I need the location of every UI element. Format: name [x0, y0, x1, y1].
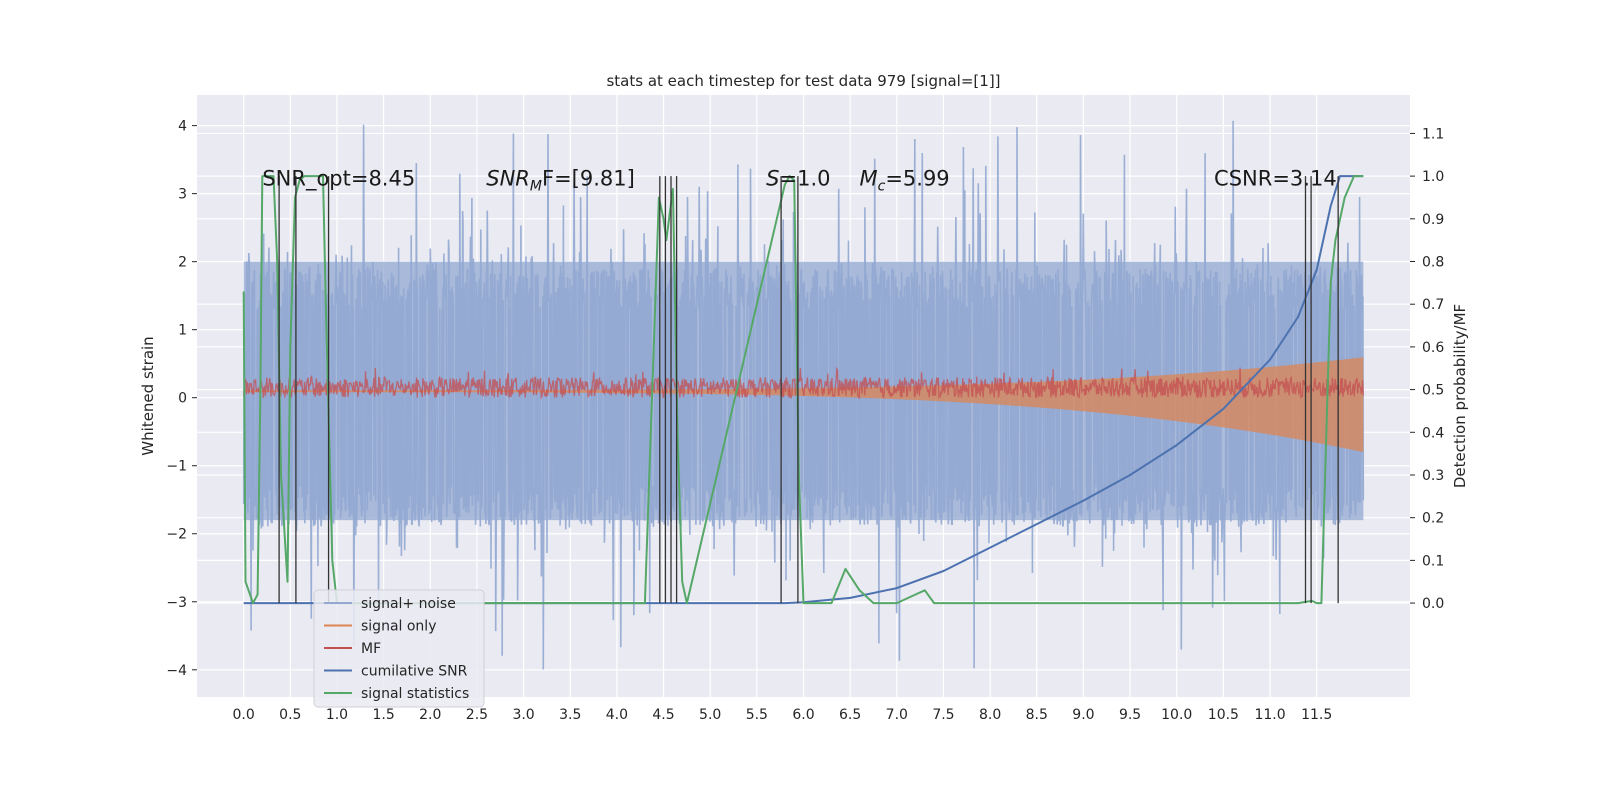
- x-tick-label: 0.0: [233, 707, 255, 723]
- series-mf: [243, 366, 1364, 400]
- series-signal-only: [243, 357, 1364, 453]
- x-tick-label: 1.5: [372, 707, 394, 723]
- annotation: Mc=5.99: [859, 166, 949, 194]
- y-tick-label: 1: [178, 323, 187, 339]
- y-tick-label: −3: [166, 595, 187, 611]
- x-tick-label: 5.0: [699, 707, 721, 723]
- x-tick-label: 2.0: [419, 707, 441, 723]
- y2-tick-label: 0.3: [1422, 468, 1444, 484]
- y-axis-label: Whitened strain: [139, 336, 157, 455]
- y2-tick-label: 0.2: [1422, 511, 1444, 527]
- series-signal-statistics: [242, 175, 1364, 605]
- y2-tick-label: 0.0: [1422, 596, 1444, 612]
- y2-axis: 0.0 0.1 0.2 0.3 0.4 0.5 0.6 0.7 0.8 0.9 1.0 1.1: [1410, 126, 1444, 612]
- legend-box: [313, 589, 485, 708]
- x-tick-label: 7.5: [932, 707, 954, 723]
- y-tick-label: −4: [166, 663, 187, 679]
- y2-tick-label: 0.9: [1422, 212, 1444, 228]
- legend-label: signal+ noise: [361, 596, 456, 612]
- series-markers: [278, 176, 1339, 604]
- x-tick-label: 8.0: [979, 707, 1001, 723]
- line-trace: [242, 175, 1364, 605]
- plot-content: [242, 120, 1365, 670]
- x-tick-label: 9.5: [1119, 707, 1141, 723]
- legend-label: signal only: [361, 619, 436, 635]
- annotations: SNR_opt=8.45 SNRMF=[9.81] S=1.0 Mc=5.99 CSNR…: [262, 166, 1336, 194]
- series-layer: [242, 120, 1365, 670]
- mf-trace: [243, 366, 1364, 400]
- y-tick-label: 3: [178, 187, 187, 203]
- x-tick-label: 2.5: [466, 707, 488, 723]
- legend-label: cumilative SNR: [361, 664, 468, 680]
- y2-tick-label: 0.6: [1422, 340, 1444, 356]
- legend-label: signal statistics: [361, 686, 469, 702]
- y2-tick-label: 0.8: [1422, 255, 1444, 271]
- x-tick-label: 6.5: [839, 707, 861, 723]
- y-tick-label: −1: [166, 459, 187, 475]
- annotation: CSNR=3.14: [1214, 166, 1337, 190]
- x-tick-label: 6.0: [792, 707, 814, 723]
- x-tick-label: 3.5: [559, 707, 581, 723]
- y2-tick-label: 0.5: [1422, 383, 1444, 399]
- x-tick-label: 11.5: [1301, 707, 1332, 723]
- x-tick-label: 11.0: [1254, 707, 1285, 723]
- x-tick-label: 10.5: [1208, 707, 1239, 723]
- x-tick-label: 3.0: [512, 707, 534, 723]
- annotation: SNRMF=[9.81]: [486, 166, 635, 194]
- y2-tick-label: 0.4: [1422, 425, 1444, 441]
- x-tick-label: 7.0: [886, 707, 908, 723]
- x-tick-label: 1.0: [326, 707, 348, 723]
- y-tick-label: 0: [178, 391, 187, 407]
- legend-label: MF: [361, 641, 381, 657]
- y2-tick-label: 1.1: [1422, 126, 1444, 142]
- chirp-envelope: [243, 357, 1364, 453]
- annotation: SNR_opt=8.45: [262, 166, 415, 191]
- x-tick-label: 4.0: [606, 707, 628, 723]
- y-tick-label: 4: [178, 119, 187, 135]
- y2-tick-label: 1.0: [1422, 169, 1444, 185]
- y2-axis-label: Detection probability/MF: [1451, 304, 1469, 488]
- annotation: S=1.0: [766, 166, 830, 190]
- x-tick-label: 5.5: [746, 707, 768, 723]
- x-tick-label: 9.0: [1072, 707, 1094, 723]
- y-tick-label: −2: [166, 527, 187, 543]
- chart-title: stats at each timestep for test data 979…: [606, 72, 1000, 90]
- x-tick-label: 10.0: [1161, 707, 1192, 723]
- y2-tick-label: 0.7: [1422, 297, 1444, 313]
- x-axis: 0.0 0.5 1.0 1.5 2.0 2.5 3.0 3.5 4.0 4.5 5.0 5.5 6.0 6…: [233, 707, 1333, 723]
- y-tick-label: 2: [178, 255, 187, 271]
- x-tick-label: 0.5: [279, 707, 301, 723]
- x-tick-label: 4.5: [652, 707, 674, 723]
- y-axis: −4 −3 −2 −1 0 1 2 3 4: [166, 119, 197, 679]
- y2-tick-label: 0.1: [1422, 553, 1444, 569]
- x-tick-label: 8.5: [1026, 707, 1048, 723]
- legend: signal+ noise signal only MF cumilative SNR…: [313, 589, 485, 708]
